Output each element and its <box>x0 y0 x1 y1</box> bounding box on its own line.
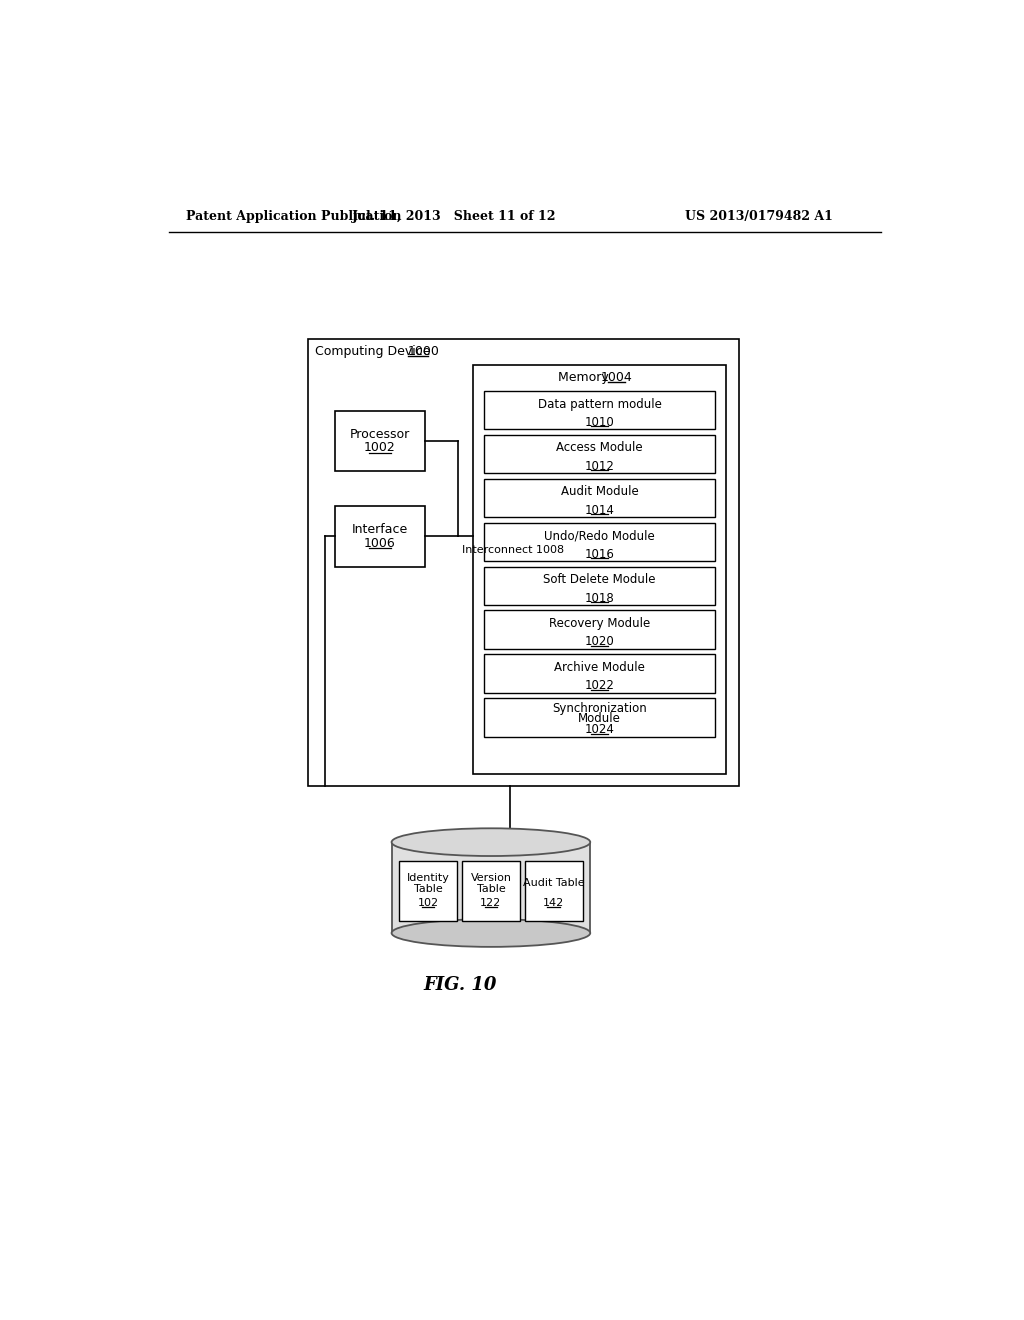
Text: Archive Module: Archive Module <box>554 661 645 675</box>
Text: Data pattern module: Data pattern module <box>538 397 662 411</box>
Text: 1016: 1016 <box>585 548 614 561</box>
Bar <box>484 655 715 693</box>
Text: FIG. 10: FIG. 10 <box>424 977 497 994</box>
Text: Table: Table <box>476 884 505 894</box>
Text: Soft Delete Module: Soft Delete Module <box>544 573 655 586</box>
Bar <box>484 698 715 737</box>
Text: Table: Table <box>414 884 442 894</box>
Text: 1024: 1024 <box>585 723 614 737</box>
Text: Access Module: Access Module <box>556 441 643 454</box>
Text: Memory: Memory <box>558 371 613 384</box>
Text: 1010: 1010 <box>585 416 614 429</box>
Text: 1006: 1006 <box>365 537 396 550</box>
Text: Audit Table: Audit Table <box>523 878 585 888</box>
Bar <box>525 861 583 921</box>
Bar <box>462 861 519 921</box>
Text: Identity: Identity <box>407 874 450 883</box>
Text: 1014: 1014 <box>585 504 614 517</box>
Text: 1002: 1002 <box>365 441 396 454</box>
Bar <box>391 842 590 933</box>
Text: 102: 102 <box>418 898 438 908</box>
Text: Patent Application Publication: Patent Application Publication <box>186 210 401 223</box>
Text: 1012: 1012 <box>585 459 614 473</box>
Text: 142: 142 <box>543 898 564 908</box>
Bar <box>307 339 739 785</box>
Text: Jul. 11, 2013   Sheet 11 of 12: Jul. 11, 2013 Sheet 11 of 12 <box>351 210 556 223</box>
Bar <box>484 566 715 605</box>
Bar <box>484 434 715 474</box>
Bar <box>335 507 425 566</box>
Text: 1004: 1004 <box>600 371 632 384</box>
Ellipse shape <box>391 829 590 855</box>
Text: Undo/Redo Module: Undo/Redo Module <box>544 529 655 543</box>
Ellipse shape <box>391 919 590 946</box>
Text: Interface: Interface <box>352 523 409 536</box>
Text: Recovery Module: Recovery Module <box>549 616 650 630</box>
Text: Synchronization: Synchronization <box>552 702 647 714</box>
Text: US 2013/0179482 A1: US 2013/0179482 A1 <box>685 210 833 223</box>
Bar <box>484 391 715 429</box>
Text: Audit Module: Audit Module <box>560 486 638 499</box>
Bar <box>484 479 715 517</box>
Bar <box>473 364 726 775</box>
Text: Interconnect 1008: Interconnect 1008 <box>462 545 564 556</box>
Bar <box>484 523 715 561</box>
Bar <box>484 610 715 649</box>
Text: 1000: 1000 <box>408 345 439 358</box>
Text: 1018: 1018 <box>585 591 614 605</box>
Text: 122: 122 <box>480 898 502 908</box>
Bar <box>399 861 457 921</box>
Text: Version: Version <box>470 874 511 883</box>
Bar <box>335 411 425 471</box>
Text: 1022: 1022 <box>585 680 614 693</box>
Text: Module: Module <box>579 713 621 726</box>
Text: 1020: 1020 <box>585 635 614 648</box>
Text: Computing Device: Computing Device <box>315 345 435 358</box>
Text: Processor: Processor <box>350 428 411 441</box>
